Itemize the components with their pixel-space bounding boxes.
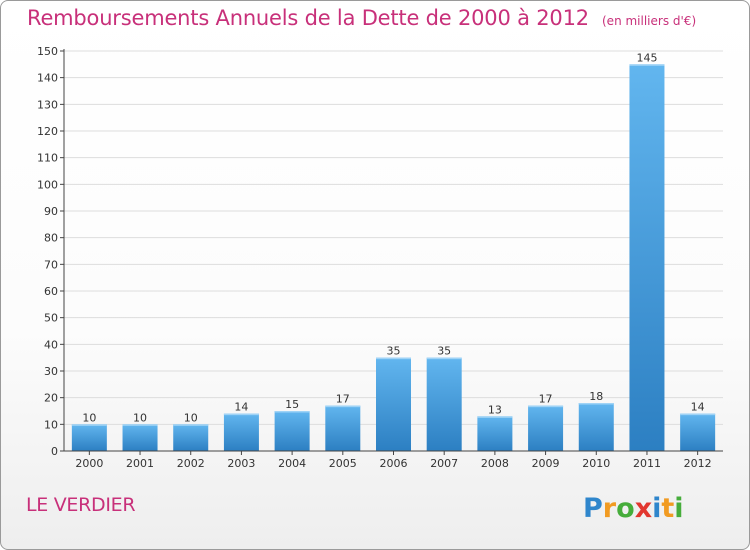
value-label-2007: 35 xyxy=(437,345,451,358)
y-tick-label: 20 xyxy=(44,392,58,405)
bar-highlight xyxy=(426,357,462,360)
bar-highlight xyxy=(629,64,665,66)
chart-subtitle: (en milliers d'€) xyxy=(602,14,697,28)
value-label-2006: 35 xyxy=(387,345,401,358)
y-tick-label: 130 xyxy=(37,98,58,111)
bar-highlight xyxy=(376,357,411,360)
value-label-2012: 14 xyxy=(691,401,705,414)
axes xyxy=(60,49,723,455)
bar-highlight xyxy=(325,405,361,408)
value-label-2010: 18 xyxy=(589,390,603,403)
svg-text:Proxiti: Proxiti xyxy=(583,493,684,524)
bar-highlight xyxy=(71,424,107,426)
y-tick-label: 60 xyxy=(44,285,58,298)
bar-highlight xyxy=(680,413,716,416)
y-tick-label: 150 xyxy=(37,45,58,58)
bar-2007 xyxy=(426,357,462,451)
bar-2001 xyxy=(122,424,158,451)
y-tick-label: 140 xyxy=(37,72,58,85)
bar-highlight xyxy=(173,424,209,426)
value-label-2003: 14 xyxy=(234,401,248,414)
x-tick-label-2010: 2010 xyxy=(582,457,610,470)
x-tick-label-2011: 2011 xyxy=(633,457,661,470)
x-tick-label-2006: 2006 xyxy=(380,457,408,470)
value-label-2004: 15 xyxy=(285,398,299,411)
y-tick-label: 70 xyxy=(44,258,58,271)
labels: 0 10 20 30 40 50 60 70 80 90 100 110 120 130 140 150 10 2… xyxy=(37,45,712,470)
value-label-2011: 145 xyxy=(636,51,657,64)
bar-highlight xyxy=(578,403,614,405)
x-tick-label-2012: 2012 xyxy=(684,457,712,470)
y-tick-label: 40 xyxy=(44,338,58,351)
x-tick-label-2000: 2000 xyxy=(75,457,103,470)
commune-name: LE VERDIER xyxy=(26,494,136,516)
value-label-2009: 17 xyxy=(539,393,553,406)
y-tick-label: 100 xyxy=(37,178,58,191)
bar-highlight xyxy=(274,411,310,413)
chart-title-row: Remboursements Annuels de la Dette de 20… xyxy=(27,6,696,30)
y-tick-label: 10 xyxy=(44,418,58,431)
y-tick-label: 90 xyxy=(44,205,58,218)
bar-highlight xyxy=(477,416,513,418)
y-tick-label: 50 xyxy=(44,312,58,325)
bar-2012 xyxy=(680,413,716,451)
bar-2009 xyxy=(528,405,564,451)
bar-highlight xyxy=(223,413,259,416)
x-tick-label-2007: 2007 xyxy=(430,457,458,470)
value-label-2002: 10 xyxy=(184,411,198,424)
x-tick-label-2001: 2001 xyxy=(126,457,154,470)
value-label-2005: 17 xyxy=(336,393,350,406)
bar-2005 xyxy=(325,405,361,451)
x-tick-label-2009: 2009 xyxy=(532,457,560,470)
bar-2011 xyxy=(629,64,665,452)
x-tick-label-2002: 2002 xyxy=(177,457,205,470)
chart-title: Remboursements Annuels de la Dette de 20… xyxy=(27,6,589,30)
x-tick-label-2008: 2008 xyxy=(481,457,509,470)
proxiti-logo: Proxiti xyxy=(583,493,684,524)
value-label-2001: 10 xyxy=(133,411,147,424)
y-tick-label: 110 xyxy=(37,152,58,165)
x-tick-label-2003: 2003 xyxy=(227,457,255,470)
bar-2006 xyxy=(376,357,411,451)
bar-2010 xyxy=(578,403,614,451)
y-tick-label: 80 xyxy=(44,232,58,245)
x-tick-label-2005: 2005 xyxy=(329,457,357,470)
bar-2003 xyxy=(223,413,259,451)
bar-2002 xyxy=(173,424,209,451)
x-tick-label-2004: 2004 xyxy=(278,457,306,470)
y-tick-label: 0 xyxy=(51,445,58,458)
bar-highlight xyxy=(528,405,564,408)
bar-highlight xyxy=(122,424,158,426)
y-tick-label: 120 xyxy=(37,125,58,138)
bar-2004 xyxy=(274,411,310,451)
bar-2000 xyxy=(71,424,107,451)
bars xyxy=(71,64,716,452)
value-label-2000: 10 xyxy=(82,411,96,424)
bar-2008 xyxy=(477,416,513,451)
y-tick-label: 30 xyxy=(44,365,58,378)
value-label-2008: 13 xyxy=(488,403,502,416)
